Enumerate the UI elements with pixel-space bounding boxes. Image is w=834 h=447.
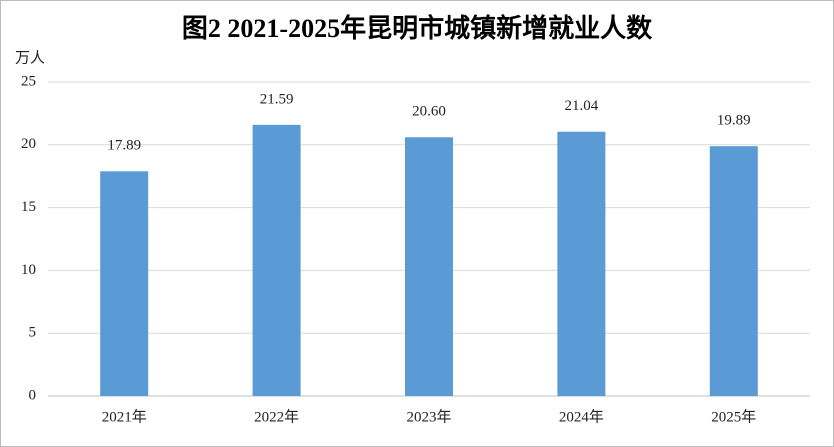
bar <box>405 137 453 397</box>
value-label: 21.04 <box>565 98 599 114</box>
x-tick-label: 2022年 <box>254 408 299 425</box>
bar <box>557 131 606 396</box>
y-tick-label: 0 <box>29 387 37 403</box>
value-label: 19.89 <box>717 113 751 129</box>
x-tick-label: 2021年 <box>102 408 147 425</box>
chart-title: 图2 2021-2025年昆明市城镇新增就业人数 <box>182 13 653 43</box>
y-tick-label: 15 <box>21 199 36 215</box>
bar <box>252 124 301 397</box>
y-tick-label: 25 <box>21 73 36 89</box>
value-label: 21.59 <box>260 91 294 107</box>
bar <box>709 146 758 396</box>
y-tick-label: 10 <box>21 262 36 278</box>
bar <box>100 171 149 396</box>
value-label: 20.60 <box>412 104 446 120</box>
y-axis-unit: 万人 <box>15 49 45 66</box>
y-tick-label: 20 <box>21 136 36 152</box>
x-tick-label: 2025年 <box>711 408 756 425</box>
value-label: 17.89 <box>107 138 141 154</box>
y-tick-label: 5 <box>29 325 37 341</box>
x-tick-label: 2024年 <box>559 408 604 425</box>
x-tick-label: 2023年 <box>406 408 451 425</box>
